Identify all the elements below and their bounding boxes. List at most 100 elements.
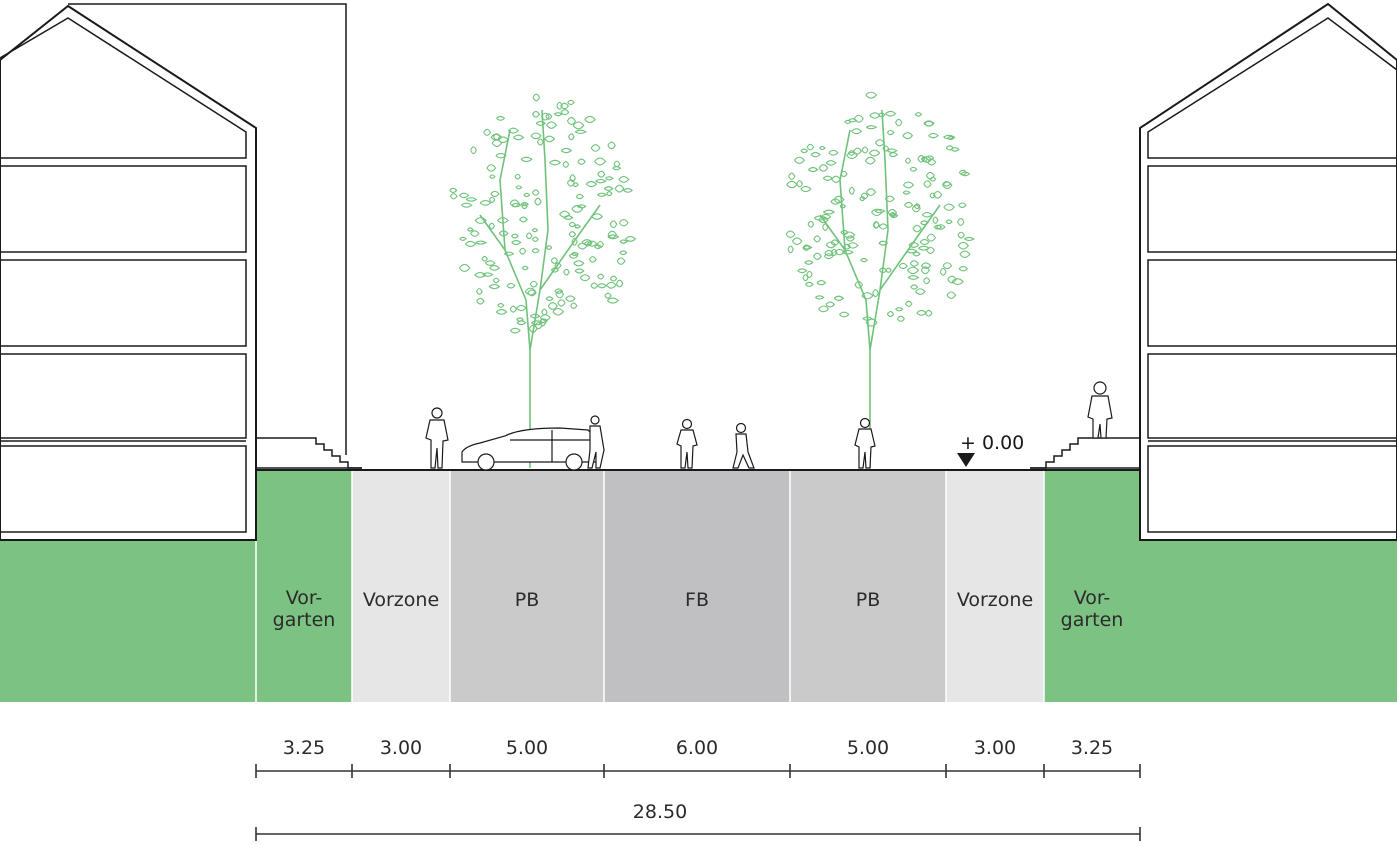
leaf [571,251,579,257]
leaf [860,257,869,263]
leaf [544,135,556,143]
leaf [873,221,880,229]
leaf [545,296,554,302]
leaf [830,198,841,205]
leaf [604,292,612,299]
leaf [923,180,932,188]
leaf [874,139,886,147]
zone-label-line2-vorgarten-right: garten [1061,609,1124,631]
leaf [529,280,538,288]
leaf [854,280,864,289]
leaf [929,192,936,199]
leaf [888,152,899,158]
leaf [933,224,943,230]
zone-vorgarten-right [1044,470,1140,702]
left-building [0,3,362,541]
leaf [470,230,480,237]
leaf [919,238,930,246]
level-marker: + 0.00 [957,432,1024,467]
leaf [904,201,914,208]
leaf [481,256,488,262]
leaf [573,260,585,267]
leaf [495,309,508,315]
zone-vorgarten-left [256,470,352,702]
leaf [497,217,509,224]
leaf [926,233,936,242]
leaf [597,192,607,197]
leaf [539,314,551,322]
leaf [588,256,597,263]
leaf [834,248,846,256]
leaf [902,132,914,140]
leaf [925,155,935,161]
leaf [563,268,570,276]
leaf [818,164,829,172]
leaf [595,178,607,184]
leaf [874,208,886,214]
leaf [577,158,586,165]
leaf [878,223,889,230]
leaf [597,170,606,178]
dimension-label-vorgarten-left: 3.25 [283,737,325,759]
leaf [549,159,562,166]
leaf [842,249,854,255]
leaf [552,307,565,316]
leaf [541,308,548,316]
leaf [951,278,964,285]
leaf [509,327,521,334]
leaf [521,265,529,271]
leaf [606,190,613,197]
leaf [560,109,570,116]
leaf [912,224,922,233]
leaf [485,260,496,266]
leaf [590,144,601,152]
zone-vorzone-right [946,470,1044,702]
leaf [839,311,850,318]
leaf [459,192,470,199]
leaf [933,190,943,199]
leaf [571,237,578,246]
leaf [806,143,815,151]
leaf [525,232,533,240]
leaf [830,239,840,246]
leaf [619,250,628,256]
leaf [577,204,587,209]
right-building [1030,2,1397,541]
leaf [886,129,895,136]
leaf [560,102,570,110]
pedestrian-walking [732,422,755,469]
leaf [474,272,487,278]
leaf [461,202,473,208]
leaf [529,313,541,319]
leaf [560,147,573,154]
leaf [570,302,578,309]
leaf [942,181,953,190]
tree-left [449,93,637,468]
leaf [862,316,873,321]
leaf [868,149,881,157]
leaf [550,257,559,265]
zone-label-line2-vorgarten-left: garten [273,609,336,631]
leaf [824,249,834,257]
leaf [889,213,899,219]
leaf [449,193,458,200]
leaf [516,304,527,312]
leaf [590,282,599,289]
leaf [906,248,918,254]
leaf [879,267,888,274]
leaf [796,180,804,188]
leaf [932,216,939,224]
leaf [936,224,946,230]
leaf [532,236,539,242]
leaf [848,186,855,195]
leaf [825,160,837,166]
leaf [584,115,596,124]
leaf [523,192,531,198]
leaf [568,133,575,141]
leaf [490,190,500,197]
leaf [563,215,574,220]
leaf [619,239,628,244]
leaf [788,172,796,180]
leaf [594,157,607,166]
leaf [902,190,911,195]
